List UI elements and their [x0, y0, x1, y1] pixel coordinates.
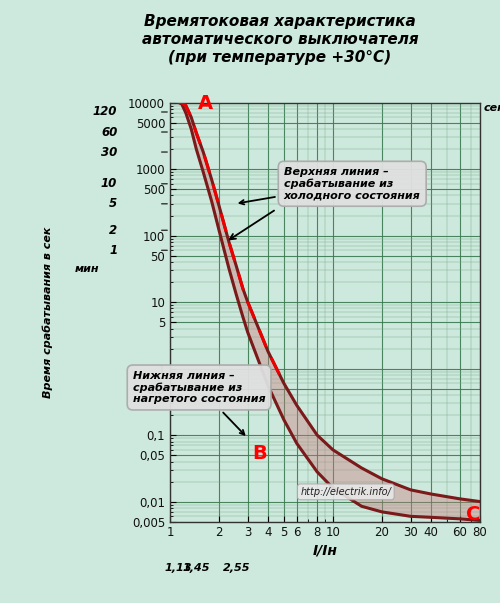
Text: A: A — [198, 95, 213, 113]
Text: Нижняя линия –
срабатывание из
нагретого состояния: Нижняя линия – срабатывание из нагретого… — [133, 371, 266, 435]
Text: 5: 5 — [109, 197, 117, 210]
Text: 120: 120 — [93, 106, 117, 119]
Text: 1,45: 1,45 — [182, 563, 210, 573]
Text: Времятоковая характеристика: Времятоковая характеристика — [144, 14, 416, 28]
Text: 1,13: 1,13 — [165, 563, 192, 573]
Text: Верхняя линия –
срабатывание из
холодного состояния: Верхняя линия – срабатывание из холодног… — [240, 167, 420, 204]
X-axis label: I/Iн: I/Iн — [312, 544, 338, 558]
Text: автоматического выключателя: автоматического выключателя — [142, 32, 418, 46]
Text: 60: 60 — [101, 125, 117, 139]
Text: Время срабатывания в сек: Время срабатывания в сек — [42, 226, 53, 398]
Text: мин: мин — [74, 264, 99, 274]
Text: 10: 10 — [101, 177, 117, 191]
Text: C: C — [466, 505, 480, 523]
Text: 1: 1 — [109, 244, 117, 257]
Text: сек: сек — [483, 103, 500, 113]
Text: (при температуре +30°C): (при температуре +30°C) — [168, 50, 392, 65]
Text: 2: 2 — [109, 224, 117, 237]
Text: 30: 30 — [101, 145, 117, 159]
Text: 2,55: 2,55 — [222, 563, 250, 573]
Text: http://electrik.info/: http://electrik.info/ — [300, 487, 391, 497]
Text: B: B — [252, 444, 267, 464]
